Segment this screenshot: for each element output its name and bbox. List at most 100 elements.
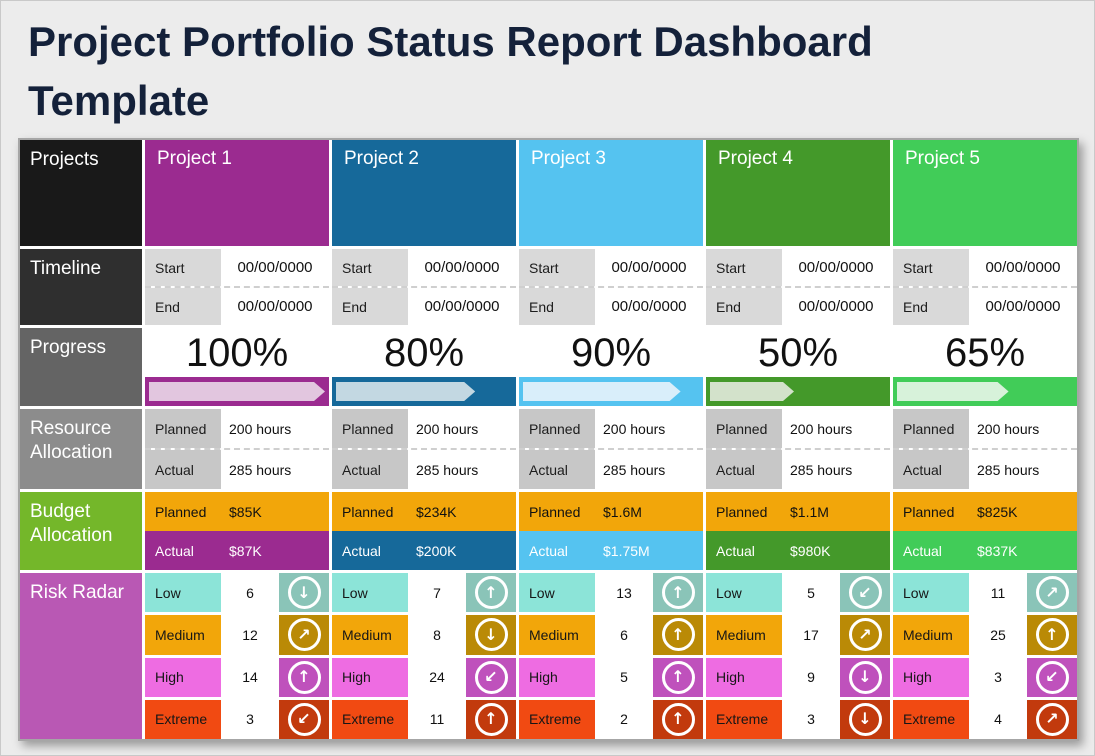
project-header-4: Project 4	[706, 140, 890, 246]
arrow-up-circle-icon: ↑	[287, 660, 321, 694]
risk-extreme-count: 3	[224, 699, 276, 739]
budget-actual-value: $200K	[416, 542, 457, 559]
risk-high-label: High	[145, 657, 221, 697]
section-label-timeline: Timeline	[20, 249, 142, 325]
risk-low-count: 7	[411, 573, 463, 613]
timeline-cell: Start 00/00/0000 End 00/00/0000	[519, 249, 703, 325]
start-label: Start	[145, 249, 221, 286]
risk-medium-trend: ↗	[840, 615, 890, 655]
progress-arrow	[897, 382, 1009, 401]
risk-low-trend: ↑	[466, 573, 516, 613]
risk-high-trend: ↙	[1027, 657, 1077, 697]
budget-actual-value: $87K	[229, 542, 262, 559]
actual-label: Actual	[519, 450, 595, 489]
budget-planned-value: $825K	[977, 503, 1018, 520]
arrow-down-circle-icon: ↓	[848, 702, 882, 736]
budget-planned-value: $1.6M	[603, 503, 642, 520]
risk-low-label: Low	[706, 573, 782, 613]
progress-cell: 80%	[332, 328, 516, 406]
actual-label: Actual	[332, 450, 408, 489]
risk-medium-trend: ↑	[1027, 615, 1077, 655]
budget-planned-value: $85K	[229, 503, 262, 520]
actual-hours-value: 285 hours	[221, 450, 329, 489]
arrow-up-circle-icon: ↑	[474, 702, 508, 736]
start-label: Start	[706, 249, 782, 286]
section-label-risk-radar: Risk Radar	[20, 573, 142, 739]
arrow-up-circle-icon: ↑	[661, 702, 695, 736]
start-label: Start	[519, 249, 595, 286]
risk-high-count: 9	[785, 657, 837, 697]
project-header-5: Project 5	[893, 140, 1077, 246]
risk-radar-cell: Low 7 ↑ Medium 8 ↓ High 24 ↙ Extreme 11 …	[332, 573, 516, 739]
risk-medium-label: Medium	[332, 615, 408, 655]
risk-medium-count: 6	[598, 615, 650, 655]
budget-planned-row: Planned $85K	[145, 492, 329, 531]
actual-label: Actual	[903, 542, 942, 559]
risk-extreme-trend: ↑	[653, 699, 703, 739]
arrow-down-left-circle-icon: ↙	[1035, 660, 1069, 694]
planned-label: Planned	[332, 409, 408, 448]
risk-low-trend: ↑	[653, 573, 703, 613]
risk-extreme-count: 4	[972, 699, 1024, 739]
budget-planned-value: $1.1M	[790, 503, 829, 520]
start-date-value: 00/00/0000	[782, 249, 890, 286]
budget-planned-row: Planned $1.1M	[706, 492, 890, 531]
risk-high-label: High	[519, 657, 595, 697]
actual-label: Actual	[893, 450, 969, 489]
risk-high-count: 5	[598, 657, 650, 697]
budget-actual-value: $1.75M	[603, 542, 650, 559]
risk-low-count: 5	[785, 573, 837, 613]
arrow-up-circle-icon: ↑	[661, 618, 695, 652]
progress-bar	[519, 377, 703, 406]
risk-radar-cell: Low 13 ↑ Medium 6 ↑ High 5 ↑ Extreme 2 ↑	[519, 573, 703, 739]
planned-hours-value: 200 hours	[969, 409, 1077, 448]
risk-extreme-label: Extreme	[519, 699, 595, 739]
section-label-projects: Projects	[20, 140, 142, 246]
timeline-cell: Start 00/00/0000 End 00/00/0000	[145, 249, 329, 325]
planned-label: Planned	[145, 409, 221, 448]
risk-low-label: Low	[145, 573, 221, 613]
risk-medium-trend: ↑	[653, 615, 703, 655]
start-date-value: 00/00/0000	[221, 249, 329, 286]
resource-cell: Planned 200 hours Actual 285 hours	[332, 409, 516, 489]
end-date-value: 00/00/0000	[595, 288, 703, 325]
risk-extreme-count: 11	[411, 699, 463, 739]
resource-cell: Planned 200 hours Actual 285 hours	[145, 409, 329, 489]
risk-medium-count: 25	[972, 615, 1024, 655]
progress-percentage: 90%	[570, 331, 652, 375]
risk-low-trend: ↗	[1027, 573, 1077, 613]
start-label: Start	[893, 249, 969, 286]
planned-label: Planned	[155, 503, 207, 520]
risk-extreme-trend: ↗	[1027, 699, 1077, 739]
actual-label: Actual	[342, 542, 381, 559]
end-date-value: 00/00/0000	[408, 288, 516, 325]
planned-hours-value: 200 hours	[782, 409, 890, 448]
actual-hours-value: 285 hours	[408, 450, 516, 489]
project-header-3: Project 3	[519, 140, 703, 246]
risk-high-label: High	[332, 657, 408, 697]
actual-label: Actual	[716, 542, 755, 559]
actual-hours-value: 285 hours	[969, 450, 1077, 489]
end-label: End	[519, 288, 595, 325]
planned-label: Planned	[903, 503, 955, 520]
risk-medium-label: Medium	[706, 615, 782, 655]
actual-label: Actual	[706, 450, 782, 489]
risk-low-label: Low	[893, 573, 969, 613]
risk-high-label: High	[893, 657, 969, 697]
risk-extreme-label: Extreme	[893, 699, 969, 739]
risk-high-count: 24	[411, 657, 463, 697]
actual-label: Actual	[155, 542, 194, 559]
end-label: End	[893, 288, 969, 325]
end-label: End	[706, 288, 782, 325]
budget-actual-row: Actual $980K	[706, 531, 890, 570]
actual-label: Actual	[145, 450, 221, 489]
progress-cell: 100%	[145, 328, 329, 406]
resource-cell: Planned 200 hours Actual 285 hours	[519, 409, 703, 489]
budget-planned-row: Planned $1.6M	[519, 492, 703, 531]
progress-arrow	[523, 382, 681, 401]
start-date-value: 00/00/0000	[969, 249, 1077, 286]
risk-high-trend: ↓	[840, 657, 890, 697]
budget-cell: Planned $1.1M Actual $980K	[706, 492, 890, 570]
arrow-up-circle-icon: ↑	[661, 660, 695, 694]
actual-hours-value: 285 hours	[782, 450, 890, 489]
